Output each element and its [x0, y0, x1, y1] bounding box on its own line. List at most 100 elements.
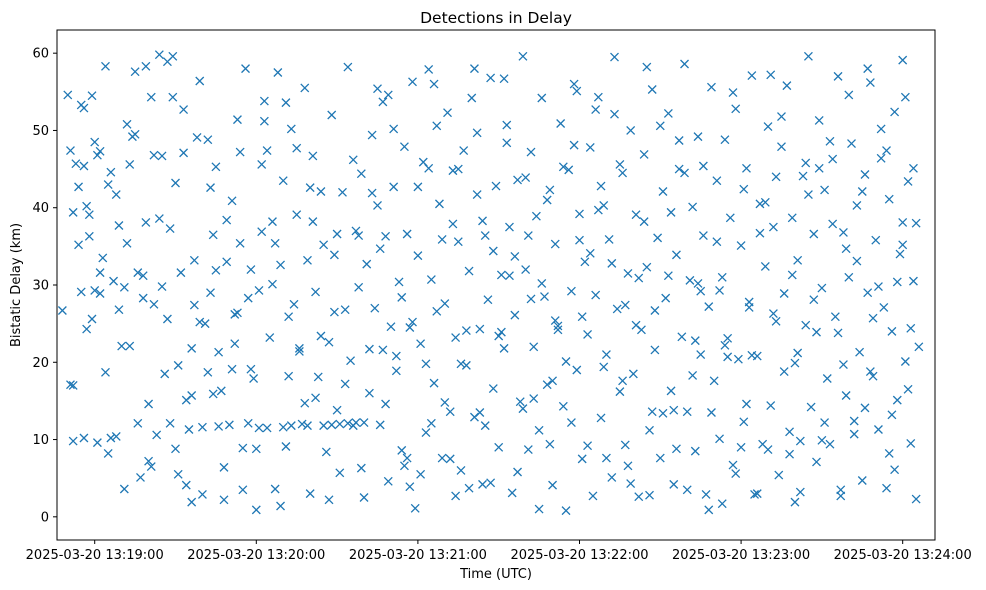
data-point [308, 217, 318, 227]
data-point [669, 479, 679, 489]
data-point [391, 366, 401, 376]
data-point [456, 465, 466, 475]
y-tick-label: 50 [32, 124, 49, 139]
data-point [828, 154, 838, 164]
data-point [338, 187, 347, 197]
data-point [324, 495, 334, 505]
data-point [863, 64, 873, 74]
data-point [849, 416, 859, 426]
data-point [216, 386, 226, 396]
data-point [173, 360, 183, 370]
data-point [742, 163, 751, 173]
data-point [165, 224, 175, 234]
data-point [666, 386, 676, 396]
data-point [373, 84, 382, 94]
data-point [717, 272, 727, 282]
data-point [569, 79, 579, 89]
data-point [626, 479, 636, 489]
data-point [157, 151, 167, 161]
data-point [593, 205, 603, 215]
data-point [144, 456, 154, 466]
data-point [685, 275, 695, 285]
data-point [534, 425, 544, 435]
data-point [375, 244, 385, 254]
data-point [575, 235, 584, 245]
data-point [421, 359, 431, 369]
data-point [276, 501, 285, 511]
data-point [464, 266, 474, 276]
data-point [364, 388, 374, 398]
data-point [803, 51, 813, 61]
data-point [820, 185, 830, 195]
data-point [343, 62, 353, 72]
data-point [817, 283, 827, 293]
data-point [620, 300, 630, 310]
data-point [270, 238, 280, 248]
data-point [900, 92, 910, 102]
data-point [432, 121, 442, 131]
data-point [814, 115, 824, 125]
data-point [828, 219, 838, 229]
data-point [187, 391, 197, 400]
data-point [898, 240, 908, 250]
y-tick-label: 0 [41, 510, 49, 525]
data-point [515, 397, 525, 407]
data-point [634, 273, 644, 283]
data-point [790, 497, 800, 507]
data-point [389, 124, 399, 134]
data-point [830, 312, 840, 322]
data-point [744, 302, 754, 312]
data-point [865, 78, 875, 88]
data-point [381, 231, 391, 241]
data-point [311, 287, 321, 297]
data-point [367, 130, 377, 140]
data-point [540, 292, 549, 302]
data-point [755, 199, 765, 209]
data-point [529, 394, 539, 404]
data-point [354, 282, 364, 292]
data-point [235, 147, 245, 157]
data-point [838, 227, 848, 237]
data-point [327, 110, 337, 120]
data-point [488, 246, 498, 256]
data-point [408, 317, 417, 327]
data-point [95, 268, 105, 278]
data-point [914, 342, 924, 352]
data-point [141, 217, 151, 227]
data-point [873, 282, 883, 292]
data-point [122, 238, 132, 248]
data-point [356, 169, 366, 179]
data-point [453, 237, 463, 247]
data-point [286, 124, 296, 134]
data-point [575, 209, 584, 219]
data-point [114, 221, 124, 230]
data-point [305, 489, 315, 499]
data-point [232, 308, 242, 318]
data-point [106, 433, 116, 443]
data-point [378, 345, 388, 355]
data-point [219, 462, 229, 472]
data-point [782, 81, 792, 91]
data-point [478, 216, 487, 226]
data-point [628, 369, 638, 379]
data-point [335, 468, 345, 478]
data-point [707, 82, 716, 92]
data-point [580, 257, 590, 267]
data-point [238, 443, 248, 453]
data-point [639, 217, 649, 227]
data-point [478, 479, 487, 489]
data-point [496, 270, 506, 280]
data-point [865, 367, 875, 377]
data-point [321, 447, 331, 457]
data-point [434, 199, 444, 209]
data-point [537, 93, 547, 103]
data-point [523, 445, 533, 455]
data-point [381, 399, 391, 409]
data-point [650, 306, 660, 315]
data-point [720, 340, 730, 350]
data-point [591, 105, 601, 115]
data-point [278, 176, 288, 186]
data-point [426, 275, 436, 285]
data-point [607, 258, 617, 268]
data-point [101, 61, 110, 71]
